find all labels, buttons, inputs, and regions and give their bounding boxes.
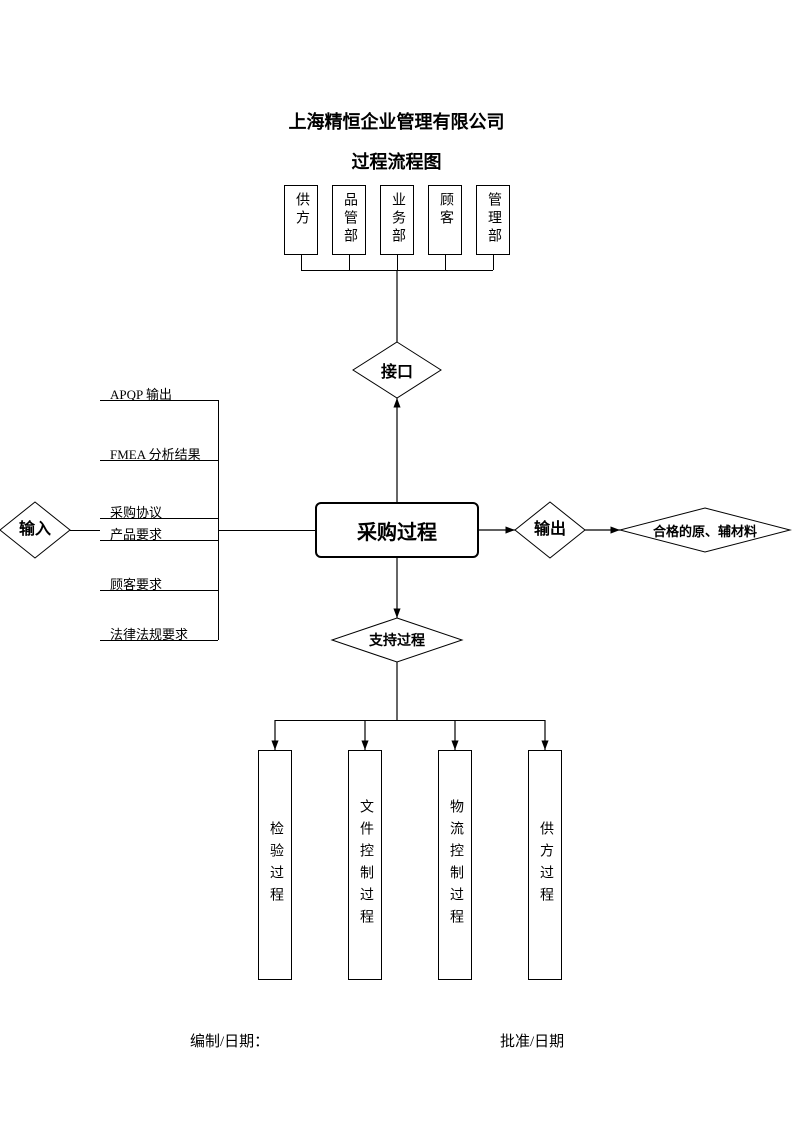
subtitle: 过程流程图 xyxy=(0,148,793,174)
center-process-box: 采购过程 xyxy=(315,502,479,558)
result-diamond: 合格的原、辅材料 xyxy=(620,508,790,552)
support-box: 物流控制过程 xyxy=(438,750,472,980)
footer-left: 编制/日期： xyxy=(190,1030,269,1051)
output-diamond: 输出 xyxy=(515,502,585,558)
support-box: 检验过程 xyxy=(258,750,292,980)
dept-box: 管理部 xyxy=(476,185,510,255)
support-box: 供方过程 xyxy=(528,750,562,980)
company-title: 上海精恒企业管理有限公司 xyxy=(0,108,793,134)
support-diamond: 支持过程 xyxy=(332,618,462,662)
support-box: 文件控制过程 xyxy=(348,750,382,980)
dept-box: 顾客 xyxy=(428,185,462,255)
input-diamond: 输入 xyxy=(0,502,70,558)
interface-diamond: 接口 xyxy=(353,342,441,398)
center-process-label: 采购过程 xyxy=(357,516,437,545)
dept-box: 品管部 xyxy=(332,185,366,255)
dept-box: 业务部 xyxy=(380,185,414,255)
footer-right: 批准/日期 xyxy=(500,1030,564,1051)
dept-box: 供方 xyxy=(284,185,318,255)
